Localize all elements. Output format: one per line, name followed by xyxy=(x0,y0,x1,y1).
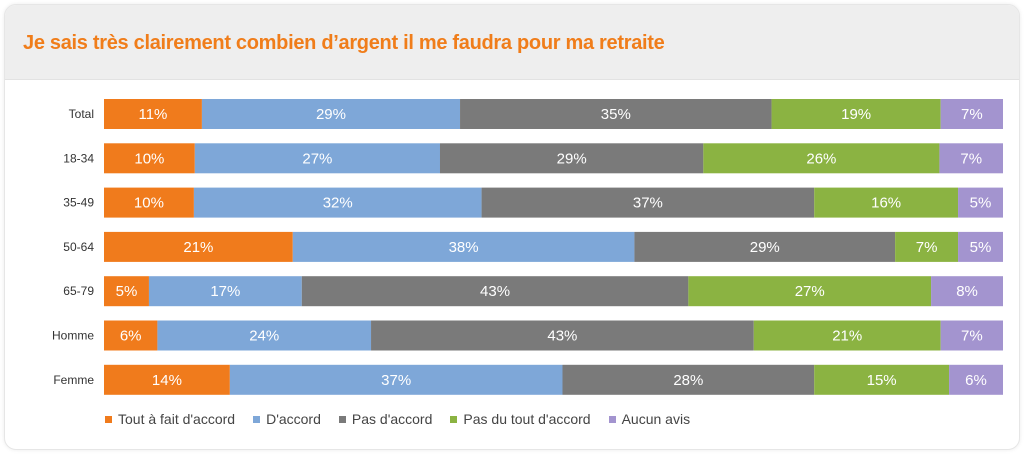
legend-swatch xyxy=(450,415,458,423)
data-label-18-34-d-accord: 27% xyxy=(302,150,332,167)
bar-segment-homme-d-accord xyxy=(157,320,372,351)
data-label-65-79-tout-a-fait-d-accord: 5% xyxy=(116,283,138,300)
bar-segment-femme-pas-du-tout-d-accord xyxy=(814,364,950,395)
bar-segment-total-pas-d-accord xyxy=(460,99,772,129)
data-label-total-tout-a-fait-d-accord: 11% xyxy=(138,106,167,123)
data-label-50-64-d-accord: 38% xyxy=(449,239,479,256)
legend-swatch xyxy=(253,415,261,423)
data-label-65-79-aucun-avis: 8% xyxy=(956,283,978,300)
chart-legend: Tout à fait d'accord D'accord Pas d'accord… xyxy=(105,411,690,427)
bar-segment-femme-d-accord xyxy=(229,364,563,395)
legend-label: Tout à fait d'accord xyxy=(118,411,236,427)
bar-segment-35-49-tout-a-fait-d-accord xyxy=(104,187,194,218)
bar-segment-18-34-aucun-avis xyxy=(939,143,1003,174)
data-label-homme-aucun-avis: 7% xyxy=(961,328,983,345)
data-label-50-64-pas-d-accord: 29% xyxy=(750,239,780,256)
row-label-total: Total xyxy=(69,107,94,121)
bar-segment-50-64-d-accord xyxy=(292,231,635,262)
row-label-35-49: 35-49 xyxy=(63,196,94,210)
row-label-18-34: 18-34 xyxy=(63,151,94,165)
legend-label: Pas du tout d'accord xyxy=(463,411,591,427)
data-label-65-79-pas-du-tout-d-accord: 27% xyxy=(795,283,825,300)
bar-segment-homme-pas-du-tout-d-accord xyxy=(753,320,941,351)
data-label-femme-pas-du-tout-d-accord: 15% xyxy=(867,372,897,389)
row-label-femme: Femme xyxy=(53,373,94,387)
bar-segment-35-49-pas-d-accord xyxy=(481,187,815,218)
legend-label: Aucun avis xyxy=(621,411,691,427)
bar-segment-homme-tout-a-fait-d-accord xyxy=(104,320,158,351)
bar-segment-total-d-accord xyxy=(201,99,461,129)
stacked-bar-chart: Total 11% 29% 35% 19% 7% 18-34 10% 27% 29% 26% 7% 35… xyxy=(52,99,1003,395)
data-label-35-49-pas-d-accord: 37% xyxy=(633,195,663,212)
row-label-50-64: 50-64 xyxy=(63,240,94,254)
bar-segment-18-34-pas-d-accord xyxy=(439,143,704,174)
data-label-35-49-aucun-avis: 5% xyxy=(970,195,992,212)
data-label-35-49-pas-du-tout-d-accord: 16% xyxy=(871,195,901,212)
data-label-homme-d-accord: 24% xyxy=(249,328,279,345)
data-label-femme-aucun-avis: 6% xyxy=(965,372,987,389)
legend-swatch xyxy=(608,415,616,423)
data-label-18-34-pas-du-tout-d-accord: 26% xyxy=(806,150,836,167)
data-label-18-34-pas-d-accord: 29% xyxy=(557,150,587,167)
legend-item-pas-du-tout-d-accord: Pas du tout d'accord xyxy=(450,411,591,427)
data-label-homme-tout-a-fait-d-accord: 6% xyxy=(120,328,142,345)
bar-segment-50-64-pas-d-accord xyxy=(634,231,896,262)
bar-segment-50-64-aucun-avis xyxy=(958,231,1003,262)
legend-swatch xyxy=(338,415,346,423)
bar-segment-35-49-aucun-avis xyxy=(958,187,1003,218)
data-label-femme-tout-a-fait-d-accord: 14% xyxy=(152,372,182,389)
bar-segment-65-79-pas-d-accord xyxy=(301,276,689,307)
data-label-50-64-pas-du-tout-d-accord: 7% xyxy=(916,239,938,256)
chart-card: Je sais très clairement combien d’argent… xyxy=(4,4,1020,450)
legend-swatch xyxy=(105,415,112,423)
data-label-total-d-accord: 29% xyxy=(316,106,346,123)
bar-segment-total-tout-a-fait-d-accord xyxy=(104,99,202,129)
data-label-femme-pas-d-accord: 28% xyxy=(673,372,703,389)
row-label-65-79: 65-79 xyxy=(63,284,94,298)
data-label-65-79-pas-d-accord: 43% xyxy=(480,283,510,300)
bar-segment-homme-pas-d-accord xyxy=(371,320,754,351)
legend-label: Pas d'accord xyxy=(351,411,433,427)
bar-segment-50-64-tout-a-fait-d-accord xyxy=(104,231,293,262)
data-label-femme-d-accord: 37% xyxy=(381,372,411,389)
bar-segment-18-34-tout-a-fait-d-accord xyxy=(104,143,195,174)
data-label-50-64-aucun-avis: 5% xyxy=(970,239,992,256)
legend-item-tout-a-fait-d-accord: Tout à fait d'accord xyxy=(105,411,235,427)
bar-segment-femme-aucun-avis xyxy=(949,364,1003,395)
bar-segment-total-pas-du-tout-d-accord xyxy=(771,99,941,129)
bar-segment-65-79-tout-a-fait-d-accord xyxy=(104,276,149,307)
data-label-35-49-tout-a-fait-d-accord: 10% xyxy=(134,195,164,212)
bar-segment-18-34-d-accord xyxy=(194,143,440,174)
bar-segment-35-49-d-accord xyxy=(193,187,482,218)
bar-segment-50-64-pas-du-tout-d-accord xyxy=(895,231,959,262)
legend-item-aucun-avis: Aucun avis xyxy=(608,411,691,427)
chart-header: Je sais très clairement combien d’argent… xyxy=(5,5,1019,80)
data-label-65-79-d-accord: 17% xyxy=(210,283,240,300)
data-label-total-pas-du-tout-d-accord: 19% xyxy=(841,106,871,123)
bar-segment-femme-pas-d-accord xyxy=(562,364,815,395)
data-label-total-aucun-avis: 7% xyxy=(961,106,983,123)
legend-item-d-accord: D'accord xyxy=(253,411,321,427)
data-label-18-34-aucun-avis: 7% xyxy=(960,150,982,167)
bar-segment-18-34-pas-du-tout-d-accord xyxy=(703,143,940,174)
bar-segment-homme-aucun-avis xyxy=(940,320,1003,351)
bar-segment-65-79-pas-du-tout-d-accord xyxy=(688,276,932,307)
data-label-homme-pas-du-tout-d-accord: 21% xyxy=(832,328,862,345)
data-label-18-34-tout-a-fait-d-accord: 10% xyxy=(134,150,164,167)
bar-segment-65-79-d-accord xyxy=(148,276,302,307)
data-label-50-64-tout-a-fait-d-accord: 21% xyxy=(183,239,213,256)
bar-segment-35-49-pas-du-tout-d-accord xyxy=(814,187,959,218)
legend-item-pas-d-accord: Pas d'accord xyxy=(338,411,433,427)
legend-label: D'accord xyxy=(266,411,321,427)
data-label-homme-pas-d-accord: 43% xyxy=(547,328,577,345)
data-label-total-pas-d-accord: 35% xyxy=(601,106,631,123)
data-label-35-49-d-accord: 32% xyxy=(323,195,353,212)
row-label-homme: Homme xyxy=(52,329,94,343)
bar-segment-femme-tout-a-fait-d-accord xyxy=(104,364,230,395)
chart-title: Je sais très clairement combien d’argent… xyxy=(23,32,665,54)
bar-segment-total-aucun-avis xyxy=(940,99,1003,129)
bar-segment-65-79-aucun-avis xyxy=(931,276,1003,307)
